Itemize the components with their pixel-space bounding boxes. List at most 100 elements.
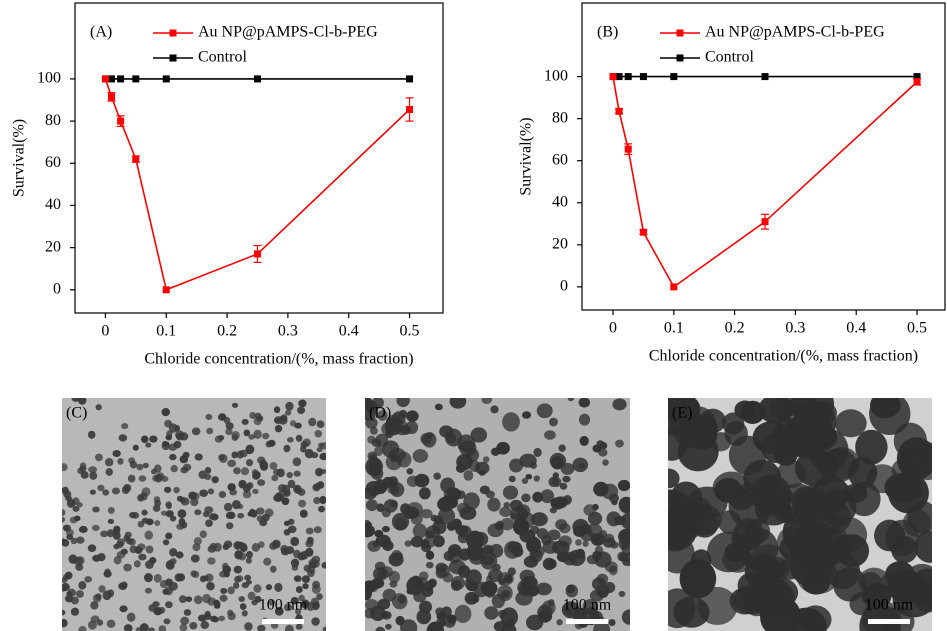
particle — [92, 525, 100, 531]
particle — [128, 538, 136, 545]
particle — [456, 464, 466, 473]
particle — [208, 488, 214, 494]
particle — [100, 530, 108, 537]
scale-label: 100 nm — [259, 597, 308, 614]
particle — [558, 535, 571, 547]
particle — [250, 510, 258, 518]
particle — [78, 396, 87, 405]
particle — [385, 624, 392, 630]
particle — [219, 571, 227, 578]
particle — [598, 448, 607, 456]
particle — [78, 581, 86, 590]
panel-label: (A) — [90, 24, 112, 41]
particle — [300, 510, 308, 518]
particle — [164, 586, 172, 595]
particle — [314, 526, 322, 533]
particle — [152, 475, 159, 482]
particle — [413, 524, 427, 539]
particle — [179, 518, 186, 525]
particle — [241, 467, 249, 475]
legend-label: Control — [705, 49, 754, 66]
particle — [553, 472, 559, 479]
particle — [206, 428, 213, 435]
particle — [618, 529, 635, 545]
particle — [482, 555, 494, 565]
particle — [444, 551, 454, 561]
particle — [166, 503, 172, 509]
particle — [498, 610, 506, 618]
particle — [522, 411, 531, 419]
marker — [640, 229, 647, 236]
particle — [141, 435, 149, 443]
particle — [262, 433, 269, 440]
particle — [443, 573, 453, 583]
particle — [575, 549, 585, 559]
particle — [119, 434, 128, 441]
particle — [305, 548, 313, 557]
particle — [602, 459, 608, 465]
particle — [293, 457, 302, 466]
particle — [762, 434, 790, 463]
particle — [246, 558, 252, 564]
particle — [391, 550, 402, 561]
particle — [537, 528, 549, 539]
particle — [833, 567, 867, 602]
marker — [132, 156, 139, 163]
particle — [399, 410, 407, 418]
x-tick-label: 0.1 — [664, 320, 684, 337]
particle — [233, 467, 241, 474]
particle — [228, 612, 236, 620]
particle — [263, 558, 271, 566]
particle — [192, 543, 200, 551]
particle — [533, 448, 541, 457]
particle — [390, 500, 398, 507]
particle — [257, 479, 265, 486]
particle — [220, 595, 228, 602]
particle — [194, 509, 201, 515]
legend-marker — [170, 55, 177, 62]
particle — [200, 530, 207, 538]
x-tick-label: 0.5 — [400, 323, 420, 340]
particle — [471, 427, 488, 442]
particle — [498, 578, 505, 585]
particle — [406, 410, 419, 421]
particle — [79, 526, 88, 533]
particle — [306, 528, 314, 535]
particle — [112, 487, 120, 494]
particle — [252, 469, 258, 475]
particle — [77, 467, 84, 474]
particle — [244, 622, 253, 631]
particle — [237, 513, 244, 519]
scale-bar — [262, 619, 304, 624]
particle — [575, 539, 582, 546]
particle — [285, 402, 293, 411]
particle — [90, 601, 98, 609]
particle — [801, 412, 832, 445]
particle — [84, 576, 92, 582]
marker — [254, 75, 261, 82]
particle — [136, 464, 143, 471]
particle — [583, 504, 596, 516]
particle — [266, 584, 272, 590]
particle — [154, 500, 161, 507]
particle — [212, 476, 219, 483]
particle — [121, 581, 128, 588]
particle — [123, 564, 132, 572]
particle — [502, 412, 520, 431]
particle — [112, 450, 120, 457]
particle — [74, 557, 83, 566]
particle — [441, 606, 452, 617]
particle — [266, 441, 273, 448]
particle — [558, 444, 566, 451]
particle — [376, 503, 384, 512]
particle — [691, 509, 719, 537]
particle — [404, 507, 420, 520]
particle — [67, 499, 76, 508]
particle — [194, 595, 203, 604]
legend-label: Control — [198, 49, 247, 66]
particle — [884, 473, 919, 502]
particle — [96, 404, 102, 410]
marker — [163, 75, 170, 82]
particle — [824, 447, 860, 479]
particle — [153, 607, 162, 615]
